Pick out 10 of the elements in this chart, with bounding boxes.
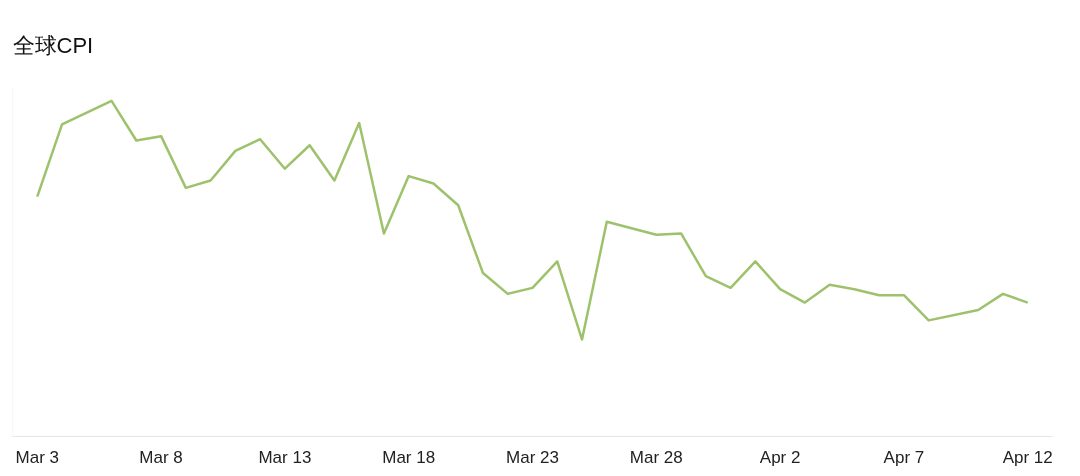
x-tick-label: Mar 18 bbox=[382, 447, 436, 467]
chart-title: 全球CPI bbox=[12, 32, 94, 58]
x-tick-label: Mar 3 bbox=[15, 447, 59, 467]
x-tick-label: Mar 8 bbox=[139, 447, 183, 467]
x-tick-label: Apr 7 bbox=[883, 447, 925, 467]
x-tick-label: Apr 12 bbox=[1002, 447, 1053, 467]
x-tick-label: Mar 28 bbox=[629, 447, 683, 467]
x-tick-label: Apr 2 bbox=[759, 447, 801, 467]
x-tick-label: Mar 13 bbox=[258, 447, 312, 467]
x-tick-label: Mar 23 bbox=[506, 447, 559, 467]
